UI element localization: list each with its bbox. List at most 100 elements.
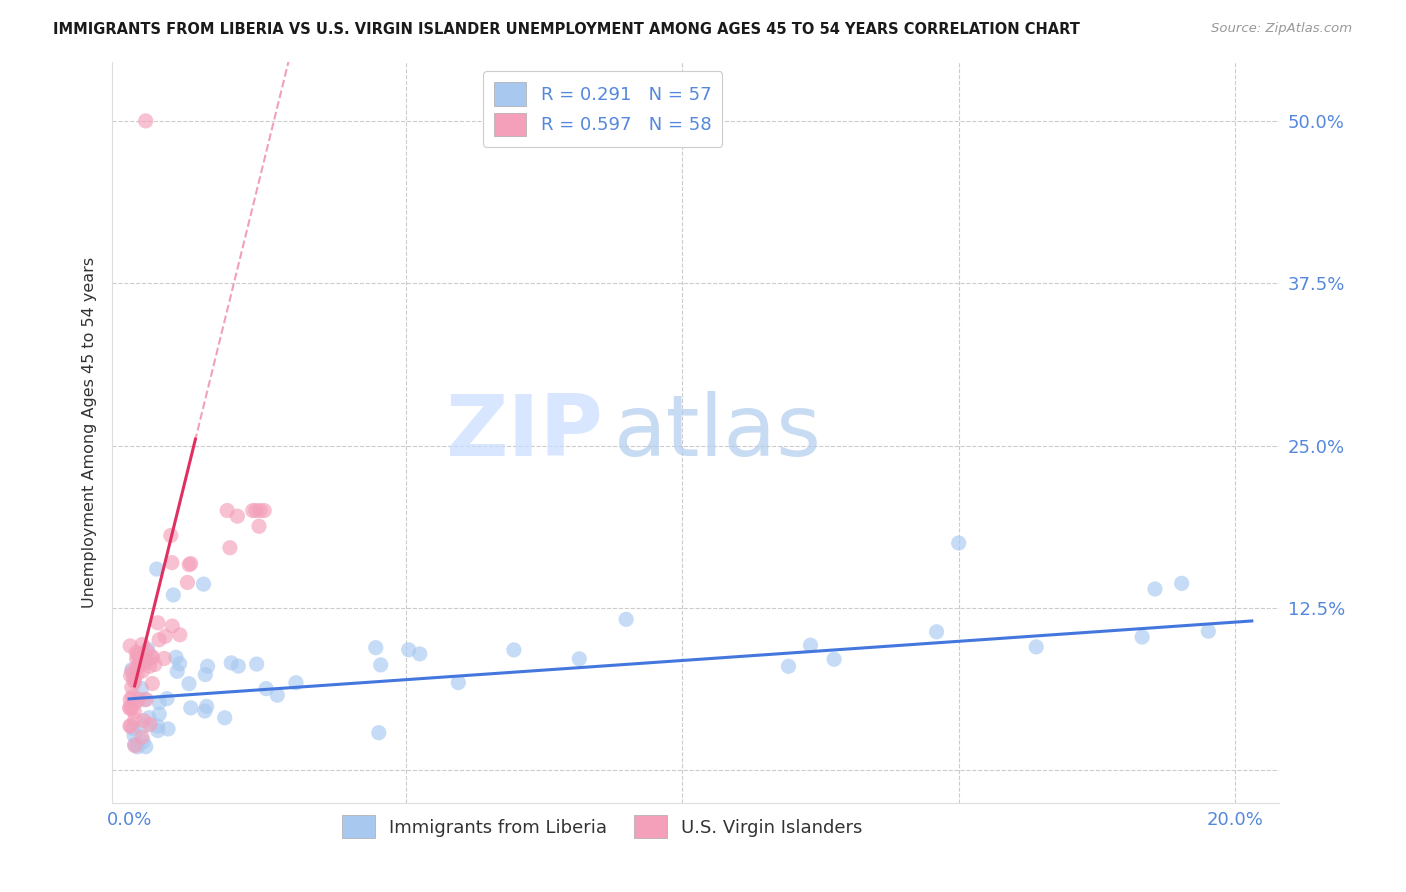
Point [121,681,143,695]
Point [195,699,218,714]
Point [217,503,239,517]
Point [141,676,163,690]
Point [122,728,145,742]
Point [118,719,141,733]
Point [778,659,800,673]
Point [160,556,183,570]
Point [153,651,176,665]
Point [127,659,149,673]
Point [134,692,156,706]
Point [219,656,242,670]
Text: Source: ZipAtlas.com: Source: ZipAtlas.com [1212,22,1353,36]
Point [136,642,159,657]
Point [135,114,157,128]
Point [135,692,157,706]
Point [136,644,159,658]
Point [127,659,149,673]
Point [249,503,271,517]
Point [124,696,146,710]
Point [162,588,184,602]
Point [122,672,145,686]
Point [135,654,157,668]
Point [948,536,970,550]
Point [121,701,143,715]
Point [159,528,181,542]
Point [370,657,392,672]
Point [135,655,157,669]
Point [194,704,217,718]
Point [242,503,264,517]
Point [127,647,149,661]
Point [254,681,277,696]
Point [127,739,149,754]
Point [148,707,170,722]
Point [146,723,169,738]
Point [122,722,145,736]
Point [118,701,141,715]
Point [226,659,249,673]
Point [284,675,307,690]
Point [364,640,387,655]
Point [124,739,146,753]
Point [120,668,142,682]
Point [214,711,236,725]
Point [121,690,143,704]
Text: ZIP: ZIP [444,391,603,475]
Point [398,643,420,657]
Point [1143,582,1166,596]
Point [121,663,143,677]
Point [118,700,141,714]
Point [247,519,270,533]
Point [148,632,170,647]
Point [1170,576,1192,591]
Point [246,657,269,671]
Point [614,612,637,626]
Point [131,730,153,744]
Point [180,557,202,571]
Point [127,666,149,681]
Point [143,657,166,672]
Point [156,691,179,706]
Point [135,739,157,754]
Point [146,719,169,733]
Point [120,639,142,653]
Point [124,738,146,752]
Point [156,722,179,736]
Point [568,652,591,666]
Point [141,649,163,664]
Point [176,575,198,590]
Point [197,659,219,673]
Point [125,651,148,665]
Point [925,624,948,639]
Point [132,734,155,748]
Point [141,650,163,665]
Point [138,711,160,725]
Point [179,558,201,572]
Point [219,541,242,555]
Point [155,629,177,643]
Point [253,503,276,517]
Point [124,674,146,689]
Point [180,701,202,715]
Point [1197,624,1219,639]
Point [169,628,191,642]
Point [121,665,143,679]
Point [165,650,187,665]
Y-axis label: Unemployment Among Ages 45 to 54 years: Unemployment Among Ages 45 to 54 years [82,257,97,608]
Point [1025,640,1047,654]
Point [128,692,150,706]
Point [166,665,188,679]
Point [226,509,249,524]
Point [502,643,524,657]
Point [409,647,432,661]
Point [266,688,288,702]
Point [447,675,470,690]
Legend: Immigrants from Liberia, U.S. Virgin Islanders: Immigrants from Liberia, U.S. Virgin Isl… [335,808,870,846]
Point [148,696,170,710]
Point [131,664,153,678]
Point [132,714,155,728]
Point [1130,630,1153,644]
Point [120,692,142,706]
Point [823,652,845,666]
Point [245,503,267,517]
